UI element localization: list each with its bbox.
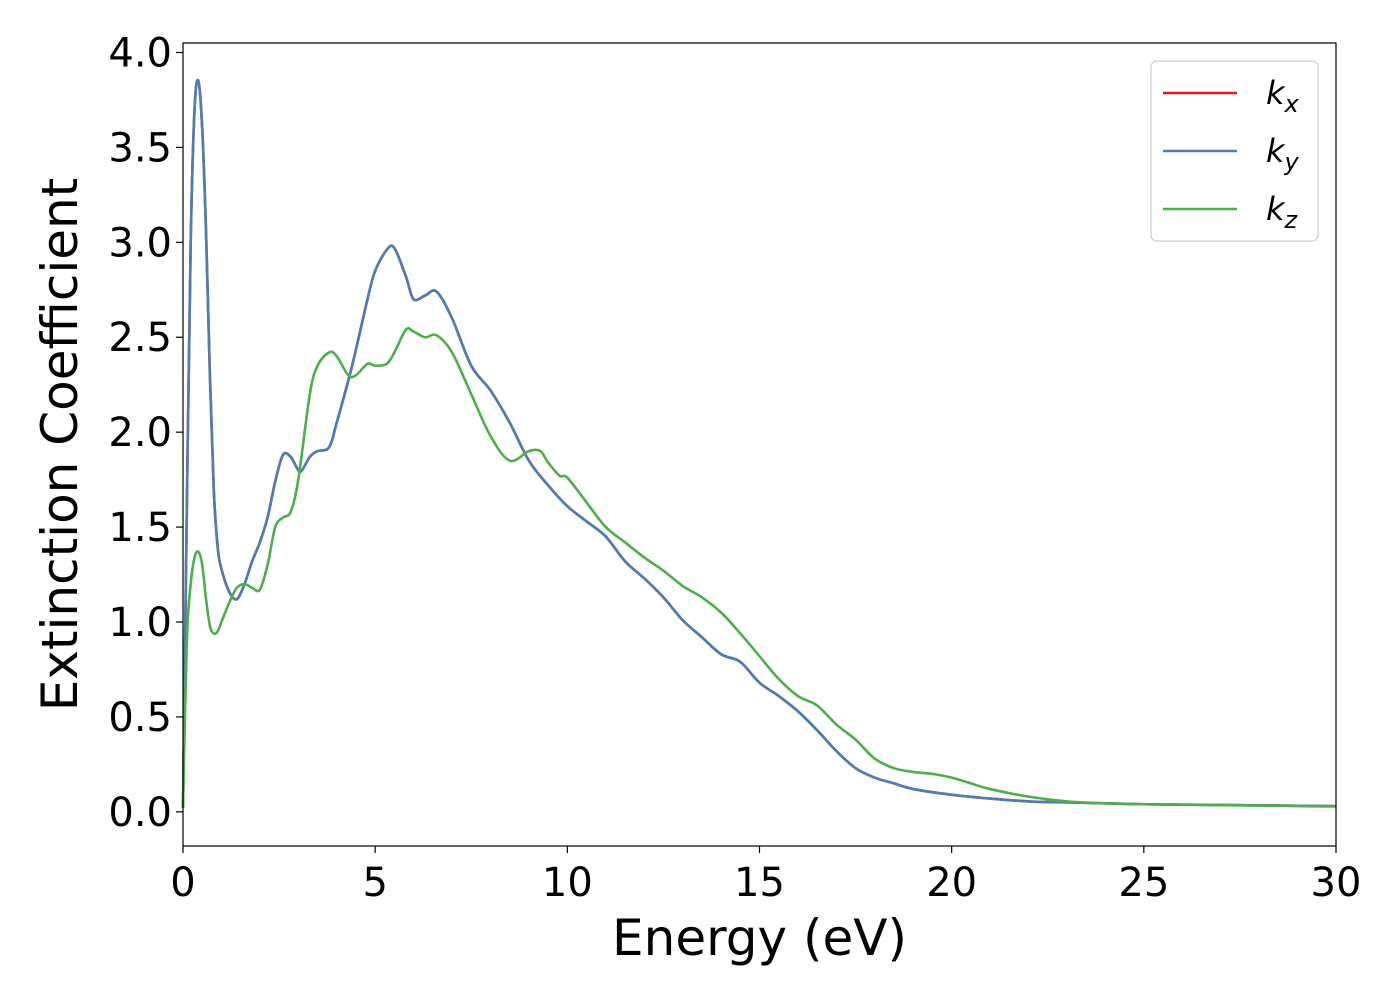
y-tick-label: 0.5 bbox=[108, 695, 172, 741]
y-tick-label: 3.5 bbox=[108, 125, 172, 171]
x-axis-ticks: 0 5 10 15 20 25 30 bbox=[170, 846, 1361, 906]
y-axis-ticks: 0.0 0.5 1.0 1.5 2.0 2.5 3.0 3.5 4.0 bbox=[108, 30, 183, 836]
x-tick-label: 20 bbox=[926, 860, 977, 906]
y-axis-label: Extinction Coefficient bbox=[31, 178, 89, 712]
series-line-kz bbox=[181, 327, 1337, 809]
x-tick-label: 25 bbox=[1118, 860, 1169, 906]
x-axis-label: Energy (eV) bbox=[612, 909, 907, 967]
legend-label-kx: kx bbox=[1266, 74, 1300, 118]
y-tick-label: 3.0 bbox=[108, 220, 172, 266]
legend: kx ky kz bbox=[1150, 60, 1319, 242]
x-tick-label: 5 bbox=[362, 860, 387, 906]
y-tick-label: 1.5 bbox=[108, 505, 172, 551]
x-tick-label: 30 bbox=[1311, 860, 1362, 906]
y-tick-label: 2.5 bbox=[108, 315, 172, 361]
legend-label-kz: kz bbox=[1266, 190, 1299, 234]
legend-label-ky: ky bbox=[1266, 132, 1300, 176]
series-layer bbox=[181, 78, 1337, 809]
y-tick-label: 2.0 bbox=[108, 410, 172, 456]
series-line-ky bbox=[181, 78, 1337, 809]
y-tick-label: 0.0 bbox=[108, 790, 172, 836]
x-tick-label: 0 bbox=[170, 860, 195, 906]
x-tick-label: 15 bbox=[734, 860, 785, 906]
y-tick-label: 4.0 bbox=[108, 30, 172, 76]
y-tick-label: 1.0 bbox=[108, 600, 172, 646]
x-tick-label: 10 bbox=[542, 860, 593, 906]
